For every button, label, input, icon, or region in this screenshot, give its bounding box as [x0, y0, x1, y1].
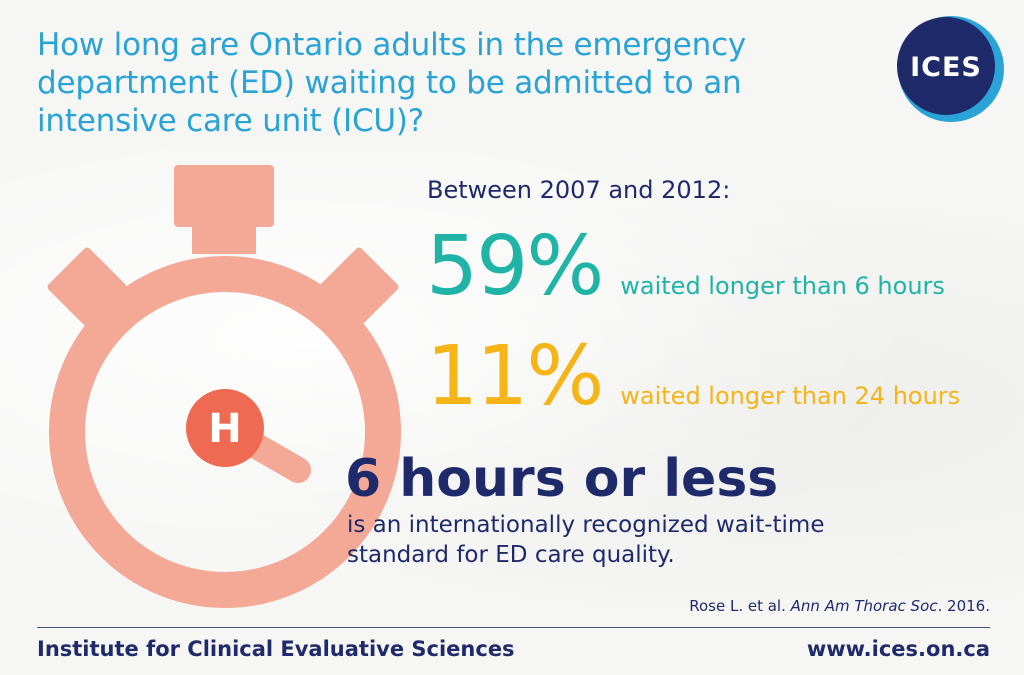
footer-organization: Institute for Clinical Evaluative Scienc…	[37, 637, 515, 661]
stat-six-hours-label: waited longer than 6 hours	[620, 272, 945, 300]
hospital-icon	[186, 389, 264, 467]
citation-authors: Rose L. et al.	[689, 597, 786, 615]
stat-six-hours-value: 59%	[426, 219, 604, 314]
page-title: How long are Ontario adults in the emerg…	[37, 27, 747, 139]
stopwatch-icon	[47, 165, 401, 608]
ices-logo-text: ICES	[910, 52, 982, 83]
citation-year: . 2016.	[937, 597, 990, 615]
citation: Rose L. et al. Ann Am Thorac Soc. 2016.	[600, 597, 990, 615]
background-texture	[0, 150, 1024, 620]
footer-divider	[37, 627, 990, 628]
stat-twentyfour-hours-value: 11%	[426, 329, 604, 424]
hospital-letter: H	[208, 406, 242, 452]
stats-period: Between 2007 and 2012:	[427, 176, 731, 204]
stat-six-hours: 59% waited longer than 6 hours	[426, 222, 945, 312]
citation-journal: Ann Am Thorac Soc	[790, 597, 938, 615]
standard-headline: 6 hours or less	[345, 449, 779, 509]
standard-description: is an internationally recognized wait-ti…	[347, 512, 825, 568]
ices-logo	[897, 16, 1004, 122]
stat-twentyfour-hours-label: waited longer than 24 hours	[620, 382, 961, 410]
stat-twentyfour-hours: 11% waited longer than 24 hours	[426, 332, 960, 422]
footer-url-link[interactable]: www.ices.on.ca	[806, 637, 990, 661]
